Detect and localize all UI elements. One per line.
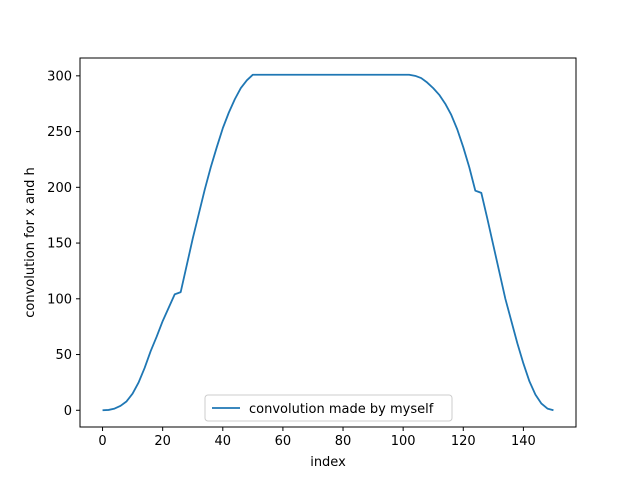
legend-label: convolution made by myself xyxy=(249,402,434,417)
x-tick-label: 40 xyxy=(215,434,232,449)
x-tick-label: 100 xyxy=(391,434,416,449)
x-axis-label: index xyxy=(310,455,346,470)
y-tick-label: 0 xyxy=(64,404,72,419)
y-tick-label: 50 xyxy=(55,348,72,363)
y-tick-label: 250 xyxy=(47,125,72,140)
legend-box xyxy=(204,394,453,422)
x-tick-label: 80 xyxy=(335,434,352,449)
legend: convolution made by myself xyxy=(204,394,453,422)
x-tick-label: 0 xyxy=(98,434,106,449)
plot-area xyxy=(80,58,576,427)
x-tick-label: 20 xyxy=(154,434,171,449)
x-tick-label: 120 xyxy=(451,434,476,449)
series-line xyxy=(102,73,554,412)
x-tick-label: 140 xyxy=(511,434,536,449)
x-tick-label: 60 xyxy=(275,434,292,449)
series-layer xyxy=(102,73,554,412)
y-axis-ticks: 0 50 100 150 200 250 300 xyxy=(47,69,80,419)
x-axis-ticks: 0 20 40 60 80 100 120 140 xyxy=(98,427,536,449)
plot-frame xyxy=(79,57,577,428)
y-tick-label: 150 xyxy=(47,237,72,252)
y-tick-label: 100 xyxy=(47,292,72,307)
y-tick-label: 300 xyxy=(47,69,72,84)
y-tick-label: 200 xyxy=(47,181,72,196)
y-axis-label: convolution for x and h xyxy=(23,167,38,318)
